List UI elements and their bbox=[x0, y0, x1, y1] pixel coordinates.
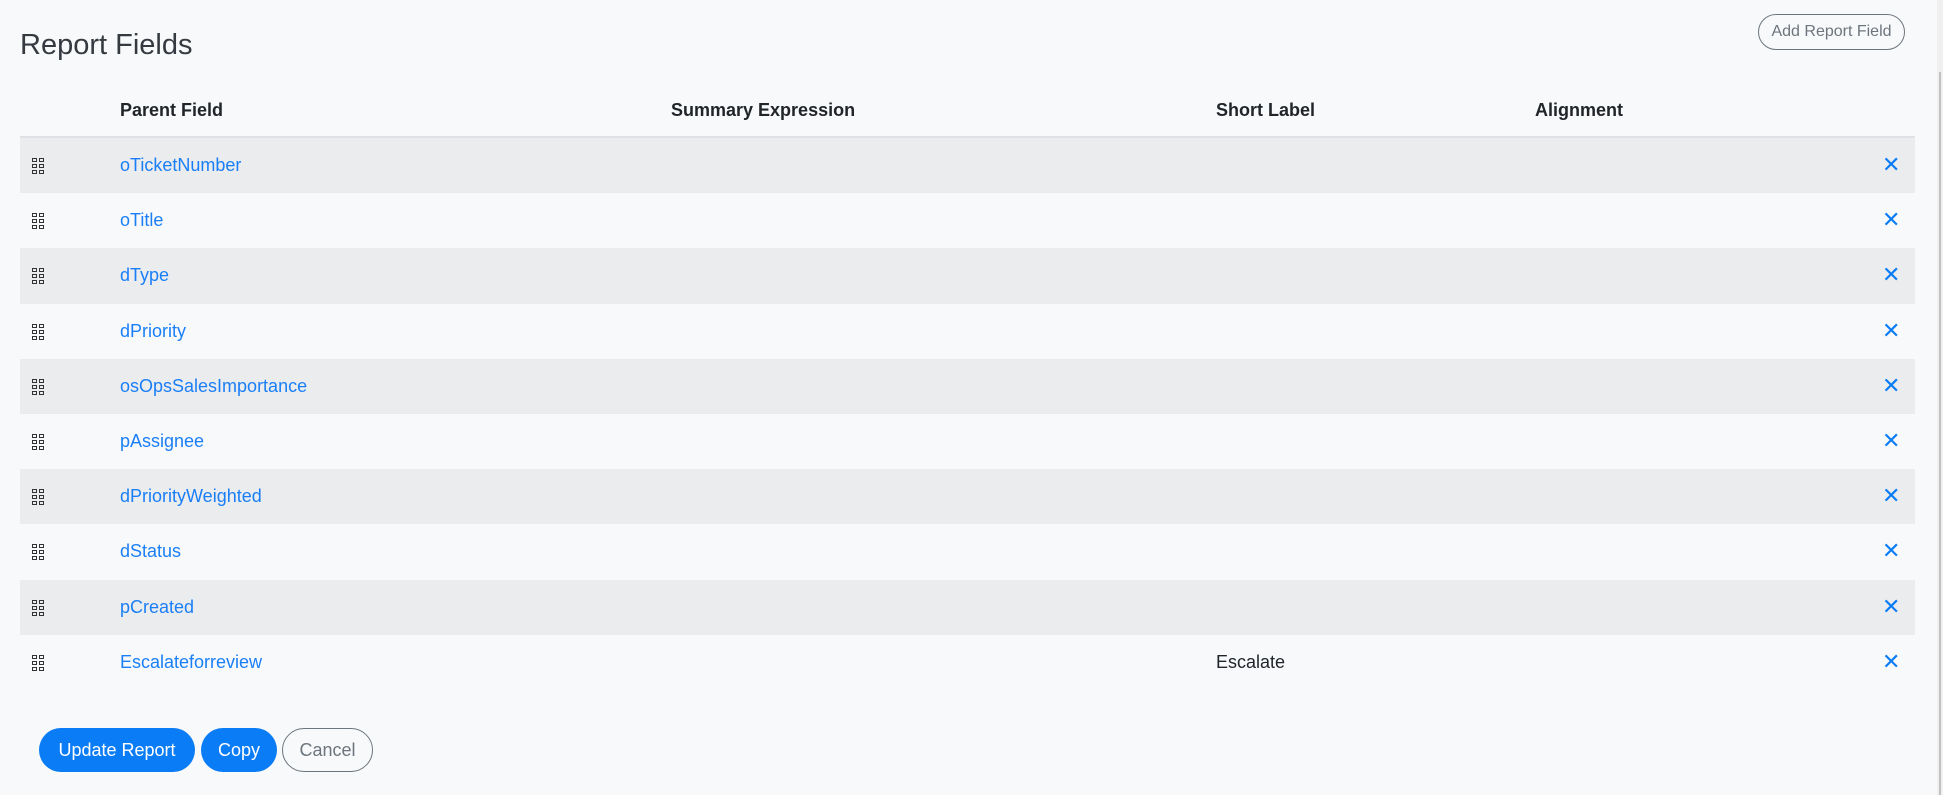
table-row: Escalateforreview Escalate ✕ bbox=[20, 635, 1915, 690]
table-row: oTitle ✕ bbox=[20, 193, 1915, 248]
table-body: oTicketNumber ✕ oTitle ✕ dType ✕ dPriority ✕ osO… bbox=[20, 138, 1915, 690]
parent-field-link[interactable]: pCreated bbox=[120, 596, 195, 617]
drag-grip-icon[interactable] bbox=[32, 268, 44, 285]
parent-field-link[interactable]: pAssignee bbox=[120, 430, 205, 451]
table-row: pAssignee ✕ bbox=[20, 414, 1915, 469]
close-icon[interactable]: ✕ bbox=[1882, 538, 1901, 564]
cancel-button[interactable]: Cancel bbox=[282, 728, 373, 772]
drag-grip-icon[interactable] bbox=[32, 323, 44, 340]
table-row: pCreated ✕ bbox=[20, 579, 1915, 635]
table-row: dType ✕ bbox=[20, 248, 1915, 304]
parent-field-link[interactable]: dPriorityWeighted bbox=[120, 486, 262, 507]
close-icon[interactable]: ✕ bbox=[1882, 262, 1901, 288]
table-row: dPriority ✕ bbox=[20, 304, 1915, 359]
parent-field-link[interactable]: Escalateforreview bbox=[120, 651, 263, 672]
header-short-label: Short Label bbox=[1216, 100, 1316, 120]
header-parent-field: Parent Field bbox=[120, 100, 224, 120]
copy-button[interactable]: Copy bbox=[201, 728, 277, 772]
scrollbar-thumb[interactable] bbox=[1939, 72, 1941, 795]
update-report-button[interactable]: Update Report bbox=[39, 728, 195, 772]
table-row: osOpsSalesImportance ✕ bbox=[20, 358, 1915, 414]
page-title: Report Fields bbox=[20, 29, 193, 62]
table-row: oTicketNumber ✕ bbox=[20, 138, 1915, 194]
scrollbar[interactable] bbox=[1937, 0, 1943, 795]
close-icon[interactable]: ✕ bbox=[1882, 648, 1901, 674]
close-icon[interactable]: ✕ bbox=[1882, 427, 1901, 453]
drag-grip-icon[interactable] bbox=[32, 654, 44, 671]
close-icon[interactable]: ✕ bbox=[1882, 317, 1901, 343]
drag-grip-icon[interactable] bbox=[32, 489, 44, 506]
short-label: Escalate bbox=[1216, 651, 1286, 672]
drag-grip-icon[interactable] bbox=[32, 599, 44, 616]
parent-field-link[interactable]: dType bbox=[120, 265, 170, 286]
header-summary-expression: Summary Expression bbox=[671, 100, 856, 120]
drag-grip-icon[interactable] bbox=[32, 158, 44, 174]
drag-grip-icon[interactable] bbox=[32, 213, 44, 230]
table-row: dStatus ✕ bbox=[20, 524, 1915, 579]
close-icon[interactable]: ✕ bbox=[1882, 483, 1901, 509]
header-alignment: Alignment bbox=[1535, 100, 1623, 120]
close-icon[interactable]: ✕ bbox=[1882, 207, 1901, 233]
table-header: Parent Field Summary Expression Short La… bbox=[20, 90, 1915, 138]
parent-field-link[interactable]: dPriority bbox=[120, 320, 187, 341]
parent-field-link[interactable]: oTitle bbox=[120, 210, 164, 231]
drag-grip-icon[interactable] bbox=[32, 433, 44, 450]
drag-grip-icon[interactable] bbox=[32, 544, 44, 561]
parent-field-link[interactable]: osOpsSalesImportance bbox=[120, 375, 308, 396]
parent-field-link[interactable]: oTicketNumber bbox=[120, 155, 242, 175]
drag-grip-icon[interactable] bbox=[32, 378, 44, 395]
close-icon[interactable]: ✕ bbox=[1882, 152, 1901, 177]
table-row: dPriorityWeighted ✕ bbox=[20, 469, 1915, 525]
parent-field-link[interactable]: dStatus bbox=[120, 541, 182, 562]
add-report-field-button[interactable]: Add Report Field bbox=[1758, 14, 1905, 50]
close-icon[interactable]: ✕ bbox=[1882, 372, 1901, 398]
close-icon[interactable]: ✕ bbox=[1882, 593, 1901, 619]
